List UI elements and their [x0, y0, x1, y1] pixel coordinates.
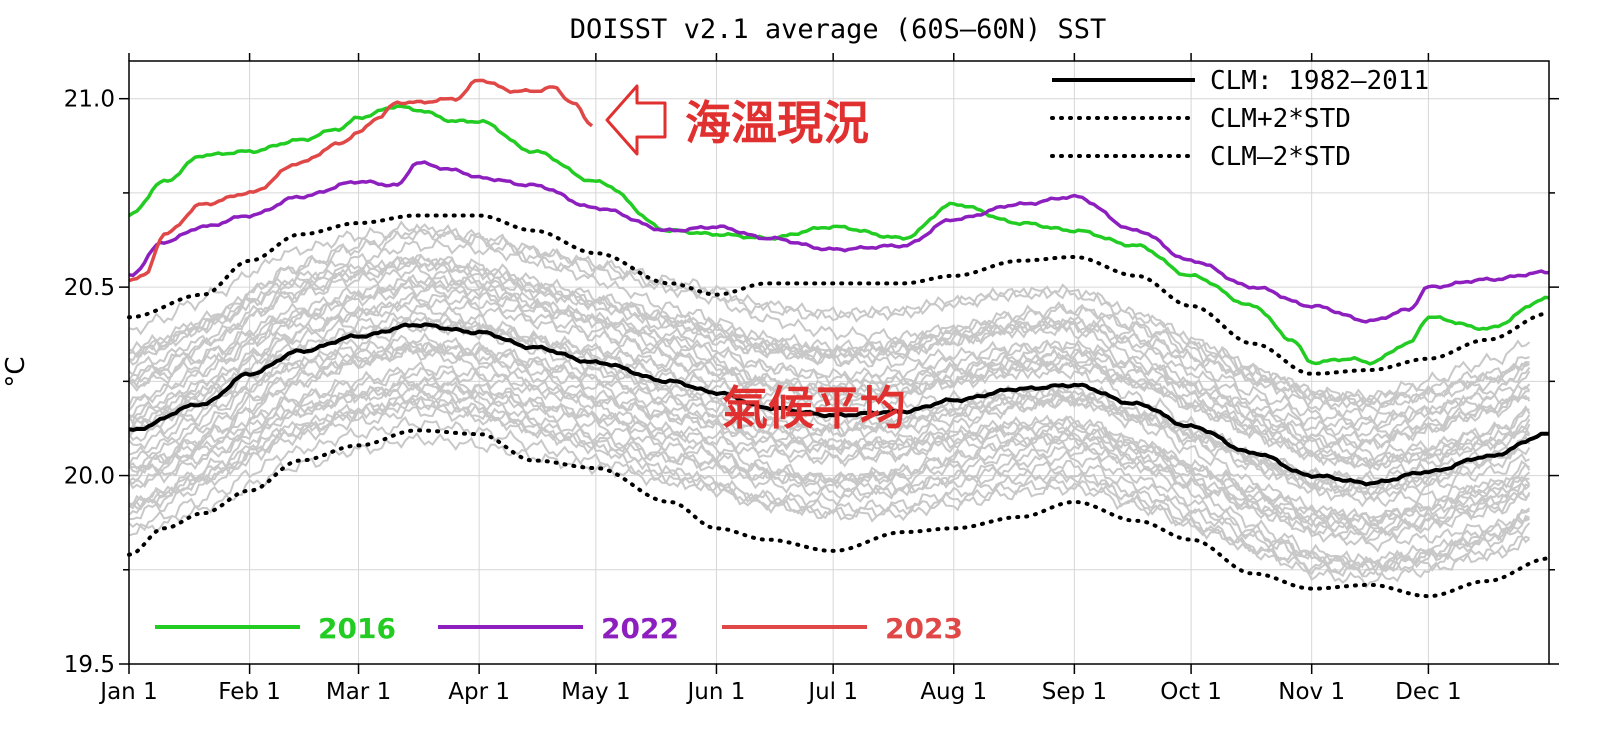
- year-legend-label-2023: 2023: [885, 612, 963, 645]
- historical-year-line: [128, 360, 1530, 535]
- historical-years-lines: [128, 220, 1531, 589]
- historical-year-line: [128, 282, 1531, 423]
- series-line-2016: [128, 104, 1550, 366]
- y-tick-label: 21.0: [64, 87, 115, 113]
- annotation-arrow: [605, 84, 667, 156]
- historical-year-line: [128, 257, 1531, 428]
- series-line-2022: [128, 160, 1549, 324]
- x-tick-label: Mar 1: [326, 679, 391, 705]
- x-tick-label: Dec 1: [1395, 679, 1461, 705]
- year-legend: 2016 2022 2023: [155, 612, 963, 645]
- x-tick-label: Oct 1: [1160, 679, 1222, 705]
- historical-year-line: [128, 432, 1530, 576]
- legend: CLM: 1982–2011 CLM+2*STD CLM–2*STD: [1050, 66, 1429, 172]
- axes: 19.5 20.0 20.5 21.0 Jan 1 Feb 1 Mar 1 Apr 1 May …: [64, 53, 1559, 705]
- historical-year-line: [128, 273, 1530, 462]
- year-legend-label-2022: 2022: [601, 612, 679, 645]
- x-tick-label: Apr 1: [448, 679, 510, 705]
- year-legend-label-2016: 2016: [318, 612, 396, 645]
- historical-year-line: [128, 300, 1530, 439]
- legend-label: CLM: 1982–2011: [1210, 66, 1429, 96]
- historical-year-line: [128, 374, 1530, 578]
- historical-year-line: [128, 255, 1530, 406]
- y-tick-label: 20.0: [64, 464, 115, 490]
- series-layer: [127, 78, 1551, 599]
- legend-label: CLM+2*STD: [1210, 104, 1351, 134]
- y-tick-label: 20.5: [64, 275, 115, 301]
- chart-title: DOISST v2.1 average (60S–60N) SST: [570, 14, 1106, 45]
- x-tick-label: Jul 1: [806, 679, 858, 705]
- annotation-current-sst: 海溫現況: [685, 96, 869, 150]
- historical-year-line: [128, 341, 1531, 527]
- x-tick-label: Sep 1: [1042, 679, 1107, 705]
- series-line-clm-2-std: [127, 213, 1551, 376]
- annotation-climate-mean: 氣候平均: [722, 381, 906, 435]
- historical-year-line: [128, 366, 1531, 508]
- historical-year-line: [128, 223, 1531, 432]
- historical-year-line: [128, 237, 1530, 414]
- y-axis-label: °C: [1, 356, 31, 387]
- x-tick-label: May 1: [561, 679, 631, 705]
- y-tick-label: 19.5: [64, 652, 115, 678]
- historical-year-line: [128, 275, 1531, 467]
- legend-label: CLM–2*STD: [1210, 142, 1351, 172]
- series-line-2023: [128, 78, 594, 283]
- x-tick-label: Aug 1: [920, 679, 987, 705]
- x-tick-label: Jan 1: [98, 679, 157, 705]
- historical-year-line: [128, 382, 1530, 525]
- historical-year-line: [128, 395, 1530, 578]
- series-line-clm-1982-2011: [128, 322, 1549, 487]
- x-tick-label: Feb 1: [218, 679, 281, 705]
- historical-year-line: [128, 229, 1530, 409]
- plot-frame: [128, 60, 1550, 665]
- historical-year-line: [128, 396, 1530, 570]
- x-tick-label: Jun 1: [686, 679, 746, 705]
- series-line-clm-2-std: [127, 428, 1551, 599]
- historical-year-line: [128, 276, 1531, 446]
- historical-year-line: [128, 406, 1531, 553]
- historical-year-line: [128, 416, 1531, 589]
- x-tick-label: Nov 1: [1278, 679, 1345, 705]
